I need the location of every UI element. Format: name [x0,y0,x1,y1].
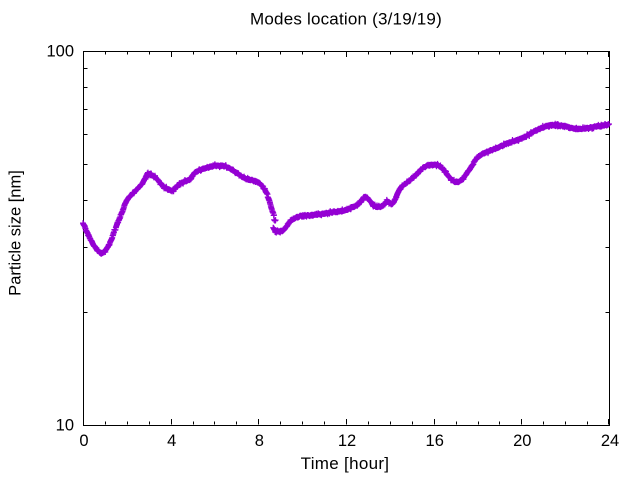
svg-text:10: 10 [56,417,74,435]
svg-text:12: 12 [338,432,356,450]
svg-text:Modes location (3/19/19): Modes location (3/19/19) [250,10,442,29]
svg-text:Time [hour]: Time [hour] [301,454,390,473]
svg-text:16: 16 [426,432,444,450]
svg-text:Particle size [nm]: Particle size [nm] [7,170,25,296]
svg-text:0: 0 [79,432,88,450]
svg-text:100: 100 [46,43,74,61]
svg-text:20: 20 [513,432,531,450]
svg-text:24: 24 [601,432,619,450]
svg-text:8: 8 [255,432,264,450]
svg-text:4: 4 [167,432,176,450]
